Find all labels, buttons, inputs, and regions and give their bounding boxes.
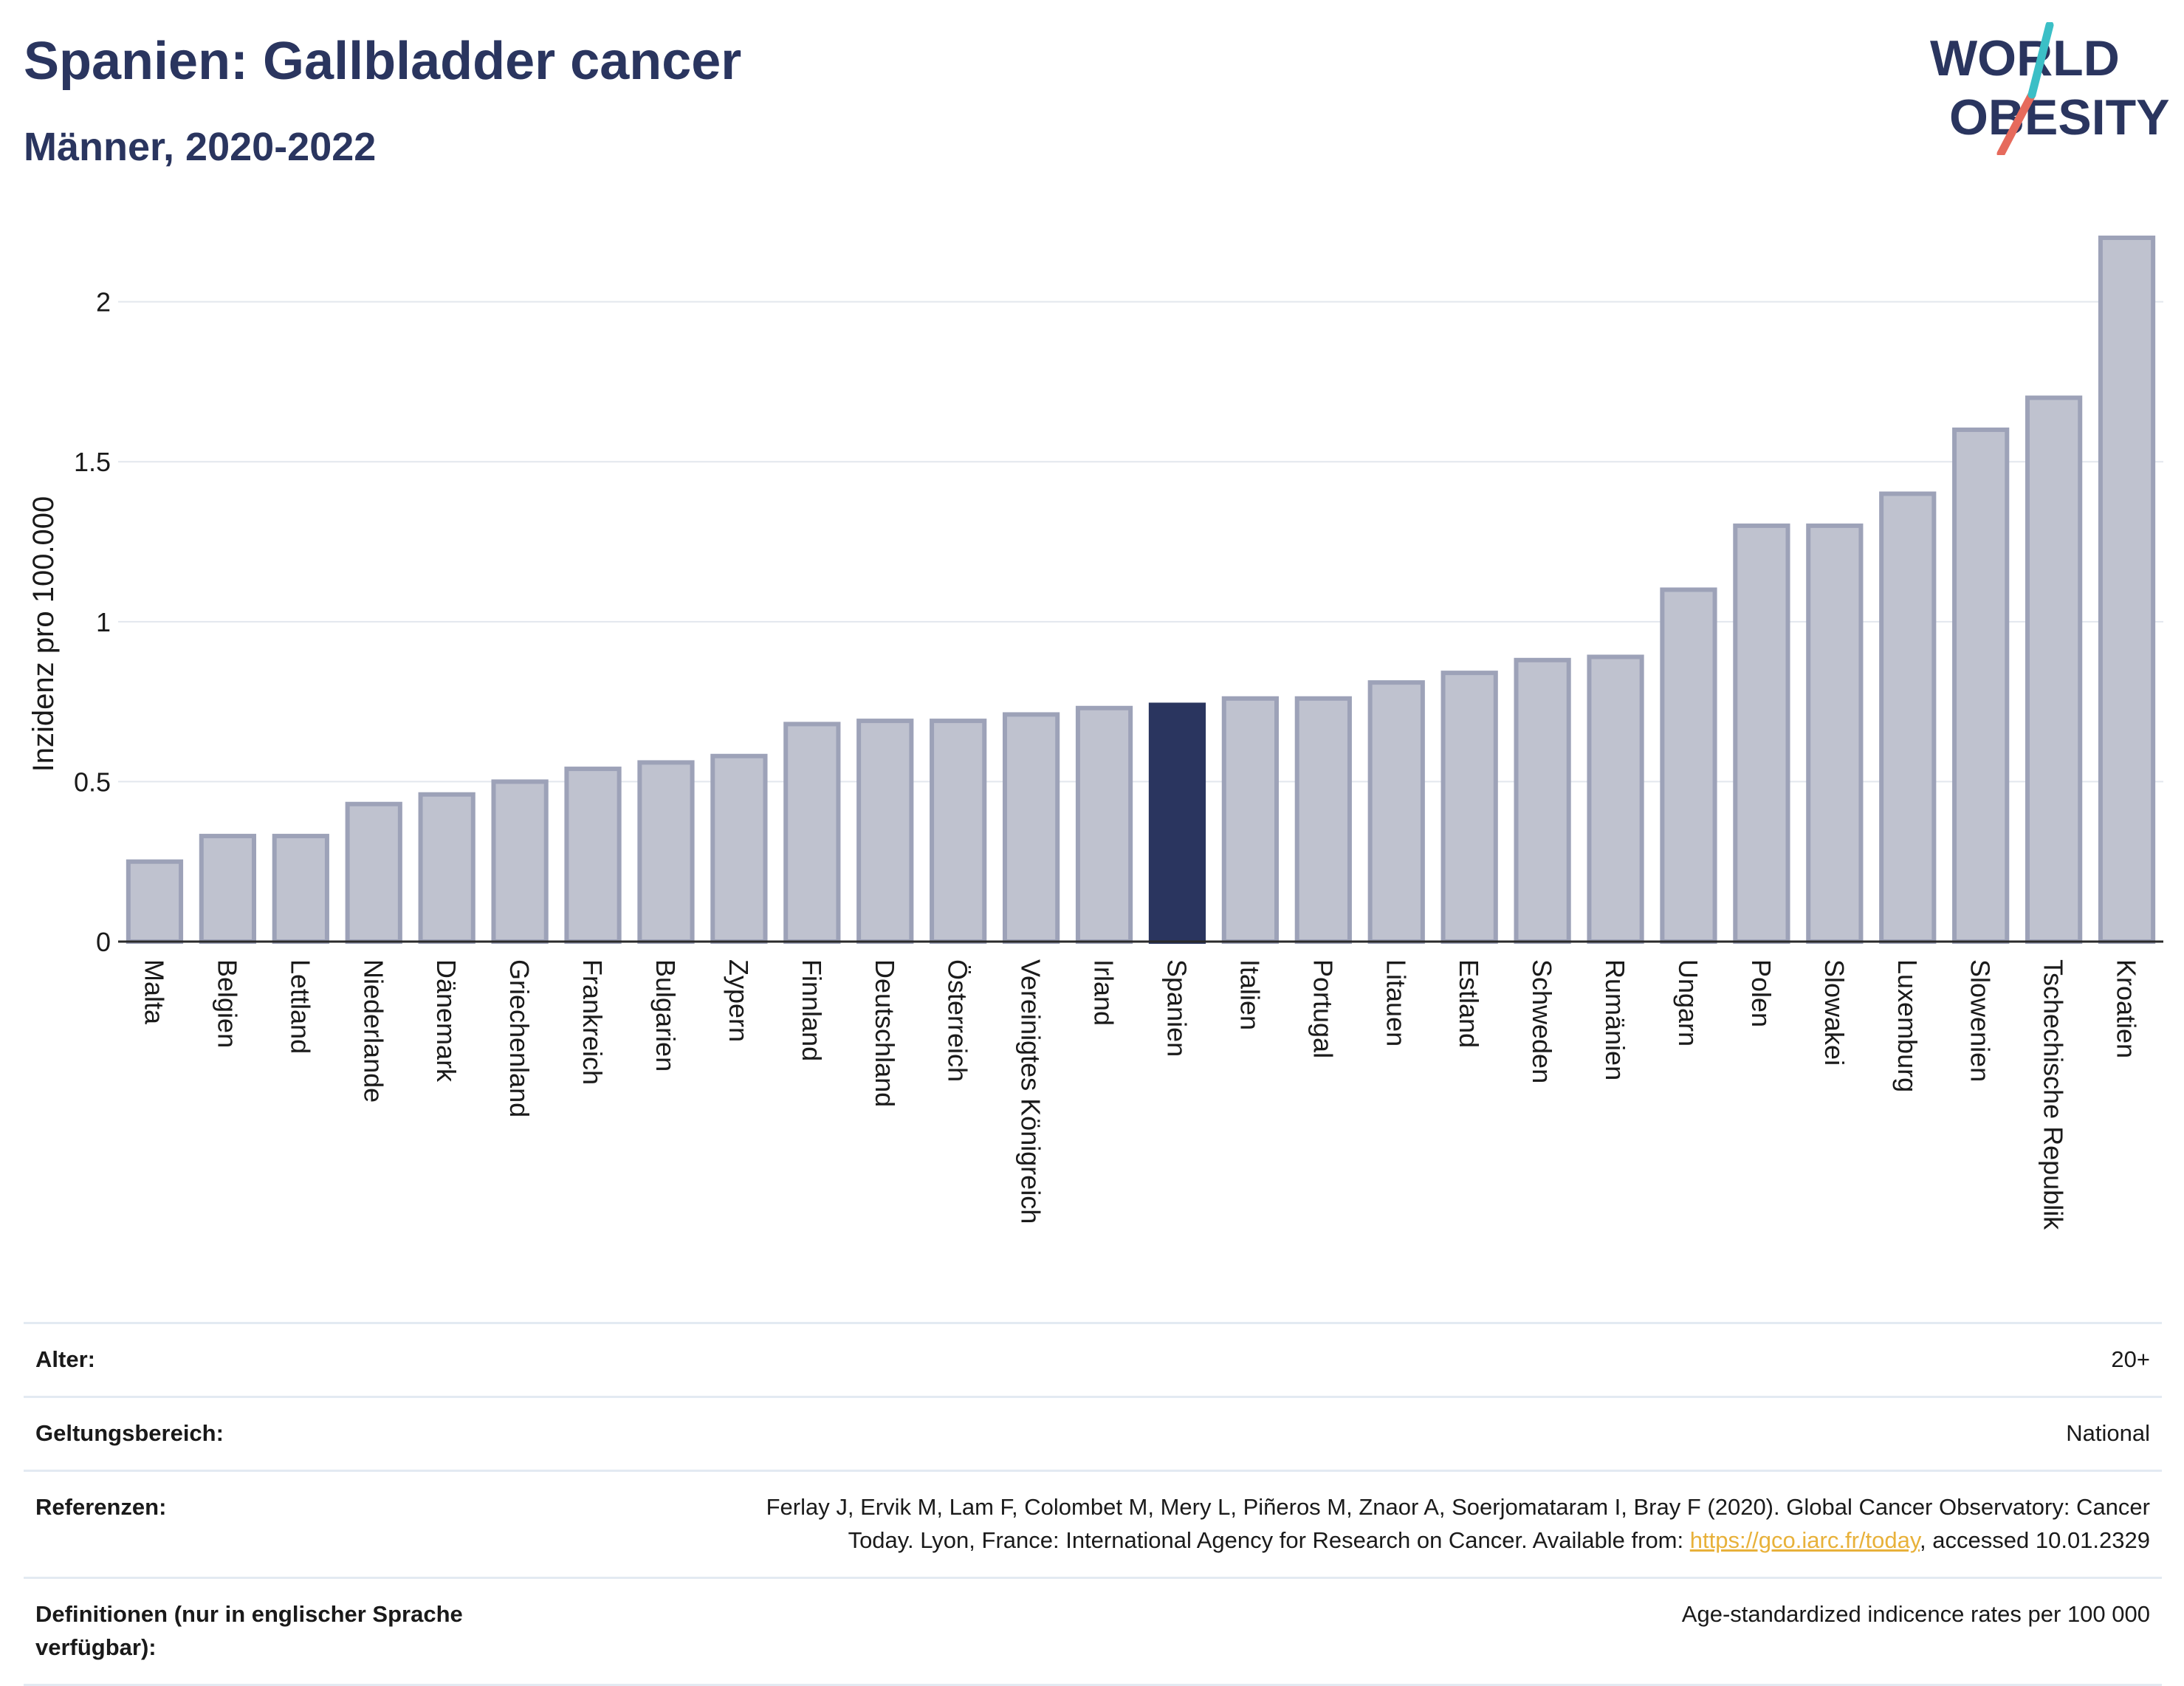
info-row-definitions: Definitionen (nur in englischer Sprache … bbox=[24, 1576, 2162, 1686]
bars bbox=[126, 236, 2156, 945]
bar-19 bbox=[1514, 657, 1571, 944]
bar-26 bbox=[2025, 395, 2083, 945]
x-tick-label: Italien bbox=[1234, 959, 1265, 1030]
info-value-definitions: Age-standardized indicence rates per 100… bbox=[549, 1576, 2162, 1686]
bar-24 bbox=[1879, 491, 1937, 944]
bar-2 bbox=[272, 834, 329, 944]
x-tick-label: Zypern bbox=[724, 959, 754, 1042]
x-tick-label: Dänemark bbox=[431, 959, 461, 1083]
x-tick-label: Irland bbox=[1089, 959, 1119, 1026]
y-tick-label: 2 bbox=[96, 287, 111, 318]
bar-25 bbox=[1952, 427, 2010, 944]
reference-text-line1: Ferlay J, Ervik M, Lam F, Colombet M, Me… bbox=[766, 1493, 2150, 1520]
x-tick-label: Litauen bbox=[1381, 959, 1411, 1046]
x-tick-label: Lettland bbox=[285, 959, 315, 1054]
x-tick-label: Bulgarien bbox=[650, 959, 681, 1072]
bar-15 bbox=[1221, 696, 1280, 944]
x-tick-label: Rumänien bbox=[1600, 959, 1630, 1080]
x-tick-label: Vereinigtes Königreich bbox=[1016, 959, 1046, 1224]
chart-subtitle: Männer, 2020-2022 bbox=[24, 125, 377, 169]
x-tick-label: Spanien bbox=[1161, 959, 1192, 1057]
bar-9 bbox=[783, 722, 841, 944]
x-tick-label: Deutschland bbox=[870, 959, 900, 1107]
x-tick-label: Belgien bbox=[212, 959, 242, 1048]
world-obesity-logo: WORLD OBESITY bbox=[1930, 22, 2170, 155]
logo-text-obesity: OBESITY bbox=[1949, 89, 2170, 145]
info-label-references: Referenzen: bbox=[24, 1469, 549, 1578]
x-tick-label: Griechenland bbox=[504, 959, 535, 1117]
x-tick-label: Luxemburg bbox=[1892, 959, 1923, 1092]
x-tick-label: Frankreich bbox=[577, 959, 608, 1085]
bar-6 bbox=[564, 767, 622, 945]
bar-21 bbox=[1660, 587, 1717, 944]
bar-20 bbox=[1587, 654, 1644, 945]
info-row-scope: Geltungsbereich: National bbox=[24, 1395, 2162, 1471]
x-tick-label: Schweden bbox=[1527, 959, 1557, 1083]
x-tick-label: Portugal bbox=[1308, 959, 1338, 1058]
info-label-age: Alter: bbox=[24, 1322, 549, 1397]
info-value-age: 20+ bbox=[549, 1322, 2162, 1397]
bar-23 bbox=[1806, 523, 1864, 944]
y-tick-label: 0.5 bbox=[74, 767, 111, 797]
y-tick-label: 0 bbox=[96, 927, 111, 957]
x-tick-label: Slowakei bbox=[1819, 959, 1850, 1066]
info-table: Alter: 20+ Geltungsbereich: National Ref… bbox=[24, 1322, 2162, 1686]
y-tick-label: 1.5 bbox=[74, 447, 111, 477]
bar-7 bbox=[637, 760, 695, 944]
x-tick-label: Slowenien bbox=[1965, 959, 1996, 1082]
chart-title: Spanien: Gallbladder cancer bbox=[24, 32, 742, 91]
bar-5 bbox=[491, 779, 549, 945]
x-tick-label: Tschechische Republik bbox=[2039, 959, 2069, 1230]
reference-link[interactable]: https://gco.iarc.fr/today bbox=[1689, 1526, 1920, 1553]
bar-13 bbox=[1075, 705, 1133, 944]
y-tick-label: 1 bbox=[96, 607, 111, 637]
x-tick-label: Kroatien bbox=[2112, 959, 2142, 1058]
x-tick-label: Estland bbox=[1454, 959, 1484, 1048]
reference-accessed: , accessed 10.01.2329 bbox=[1920, 1526, 2150, 1553]
bar-18 bbox=[1440, 671, 1498, 944]
bar-11 bbox=[930, 719, 987, 944]
info-row-age: Alter: 20+ bbox=[24, 1322, 2162, 1397]
bar-14 bbox=[1148, 702, 1206, 944]
bar-17 bbox=[1367, 680, 1425, 944]
info-value-scope: National bbox=[549, 1395, 2162, 1471]
logo-slash-teal bbox=[2027, 22, 2054, 99]
bar-4 bbox=[418, 792, 475, 945]
bar-22 bbox=[1733, 523, 1790, 944]
info-label-definitions: Definitionen (nur in englischer Sprache … bbox=[24, 1576, 549, 1686]
x-tick-label: Finnland bbox=[797, 959, 827, 1061]
y-tick-labels: 0 0.5 1 1.5 2 bbox=[74, 287, 111, 957]
x-tick-label: Malta bbox=[139, 959, 169, 1025]
bar-12 bbox=[1002, 712, 1060, 944]
x-tick-label: Ungarn bbox=[1673, 959, 1703, 1046]
y-axis-label: Inzidenz pro 100.000 bbox=[27, 496, 60, 772]
x-tick-labels: Malta Belgien Lettland Niederlande Dänemark G… bbox=[139, 959, 2141, 1230]
bar-3 bbox=[345, 801, 402, 944]
x-tick-label: Niederlande bbox=[358, 959, 388, 1103]
info-row-references: Referenzen: Ferlay J, Ervik M, Lam F, Co… bbox=[24, 1469, 2162, 1578]
bar-1 bbox=[199, 834, 257, 944]
bar-chart: 0 0.5 1 1.5 2 Malta Belgien Lettland Niederland… bbox=[27, 236, 2163, 1230]
bar-27 bbox=[2098, 236, 2156, 944]
bar-0 bbox=[126, 859, 184, 944]
logo-slash-red bbox=[1996, 90, 2036, 155]
x-tick-label: Polen bbox=[1746, 959, 1776, 1027]
bar-8 bbox=[710, 753, 768, 944]
bar-10 bbox=[856, 719, 914, 944]
bar-16 bbox=[1294, 696, 1352, 944]
info-label-scope: Geltungsbereich: bbox=[24, 1395, 549, 1471]
reference-text-line2: Today. Lyon, France: International Agenc… bbox=[848, 1526, 1690, 1553]
x-tick-label: Österreich bbox=[943, 959, 973, 1082]
logo-text-world: WORLD bbox=[1930, 30, 2120, 86]
info-value-references: Ferlay J, Ervik M, Lam F, Colombet M, Me… bbox=[549, 1469, 2162, 1578]
